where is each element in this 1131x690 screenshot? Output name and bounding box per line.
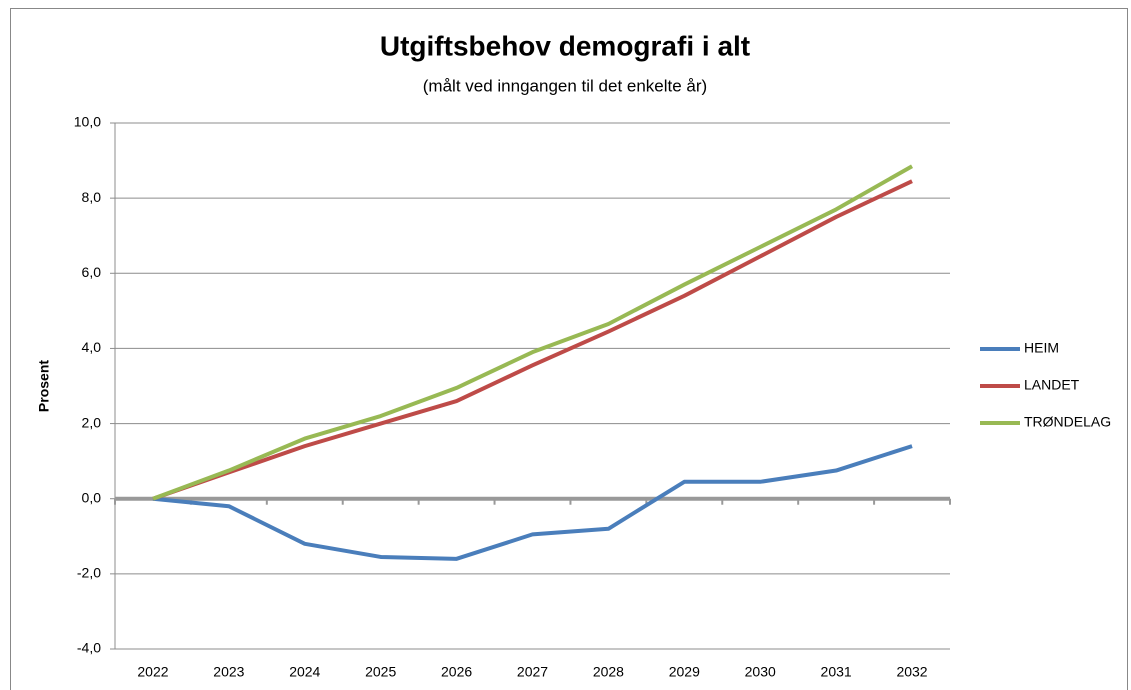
- y-axis-label: Prosent: [36, 360, 52, 412]
- y-tick-label: 6,0: [82, 264, 102, 280]
- y-tick-label: -4,0: [77, 640, 101, 656]
- line-series: [152, 179, 913, 501]
- x-tick-label: 2030: [745, 664, 776, 680]
- y-tick-label: 4,0: [82, 339, 102, 355]
- x-tick-label: 2031: [821, 664, 852, 680]
- legend-label: LANDET: [1024, 377, 1080, 393]
- chart-subtitle: (målt ved inngangen til det enkelte år): [423, 76, 707, 95]
- x-tick-label: 2028: [593, 664, 624, 680]
- y-tick-label: 2,0: [82, 414, 102, 430]
- legend-label: HEIM: [1024, 340, 1059, 356]
- x-tick-label: 2027: [517, 664, 548, 680]
- x-tick-label: 2023: [213, 664, 244, 680]
- y-tick-label: 0,0: [82, 489, 102, 505]
- x-tick-label: 2029: [669, 664, 700, 680]
- legend-label: TRØNDELAG: [1024, 414, 1111, 430]
- x-tick-label: 2025: [365, 664, 396, 680]
- line-series: [152, 164, 914, 501]
- x-tick-label: 2032: [896, 664, 927, 680]
- y-tick-label: 10,0: [74, 114, 101, 130]
- x-tick-label: 2024: [289, 664, 320, 680]
- line-series: [152, 444, 913, 561]
- y-tick-label: -2,0: [77, 565, 101, 581]
- x-tick-label: 2022: [137, 664, 168, 680]
- x-tick-label: 2026: [441, 664, 472, 680]
- y-tick-label: 8,0: [82, 189, 102, 205]
- chart-title: Utgiftsbehov demografi i alt: [380, 30, 750, 61]
